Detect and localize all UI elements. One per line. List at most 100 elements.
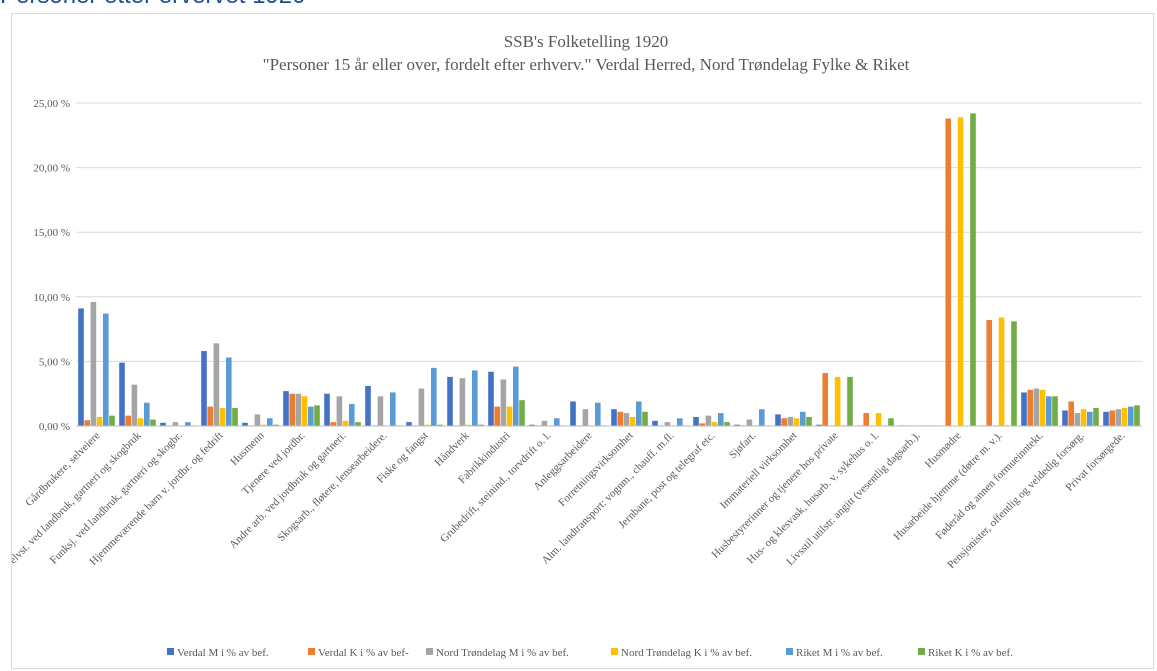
legend-label: Nord Trøndelag K i % av bef.	[621, 647, 752, 659]
bar	[254, 414, 261, 426]
bar	[582, 409, 589, 426]
chart-title: SSB's Folketelling 1920	[504, 32, 669, 51]
x-category-label: Sjøfart.	[727, 429, 759, 461]
bar	[260, 424, 267, 426]
bar	[699, 423, 705, 426]
bars	[78, 113, 1140, 426]
bar	[541, 420, 548, 426]
bar	[636, 401, 642, 426]
bar	[847, 376, 853, 426]
bar	[308, 406, 314, 426]
bar	[519, 400, 525, 426]
bar	[349, 404, 355, 426]
bar	[267, 418, 273, 426]
bar	[201, 351, 207, 426]
y-tick-label: 0,00 %	[39, 421, 70, 433]
chart-frame: SSB's Folketelling 1920 "Personer 15 år …	[11, 13, 1154, 669]
bar	[355, 422, 361, 426]
bar	[888, 418, 894, 426]
bar	[718, 413, 724, 426]
bar	[242, 422, 248, 426]
bar	[494, 406, 500, 426]
bar	[506, 406, 513, 426]
bar	[465, 424, 472, 426]
bar	[144, 402, 150, 426]
bar	[800, 411, 806, 426]
bar	[336, 396, 343, 426]
x-category-label: Forretningsvirksomhet	[556, 430, 635, 509]
bar	[677, 418, 683, 426]
bar	[1109, 410, 1115, 426]
bar	[1011, 321, 1017, 426]
page-heading: Personer etter ervervet 1920	[0, 0, 306, 10]
bar	[314, 405, 320, 426]
bar	[1128, 406, 1134, 426]
bar	[330, 422, 336, 426]
bar	[406, 422, 412, 426]
x-category-label: Gårdbrukere, selveiere	[23, 430, 102, 509]
bar	[1080, 409, 1087, 426]
legend-label: Riket K i % av bef.	[928, 647, 1013, 659]
bar	[1046, 396, 1052, 426]
x-category-label: Håndverk	[432, 429, 472, 469]
bar	[787, 416, 794, 426]
bar	[488, 371, 494, 426]
bar	[342, 420, 349, 426]
bar	[781, 418, 787, 426]
bar	[664, 422, 671, 426]
bar	[724, 422, 730, 426]
bar	[390, 392, 396, 426]
bar	[160, 422, 166, 426]
bar	[226, 357, 232, 426]
bar	[957, 117, 964, 426]
bar	[459, 378, 466, 426]
legend-label: Verdal K i % av bef-	[318, 647, 409, 659]
bar	[1103, 411, 1109, 426]
bar	[96, 416, 103, 426]
bar	[998, 317, 1005, 426]
bar	[78, 308, 84, 426]
bar	[513, 366, 519, 426]
bar	[529, 424, 535, 426]
legend-label: Verdal M i % av bef.	[177, 647, 269, 659]
bar	[377, 396, 384, 426]
legend-swatch	[426, 648, 433, 655]
gridlines	[76, 102, 1142, 427]
bar	[137, 418, 144, 426]
bar	[652, 420, 658, 426]
y-tick-label: 25,00 %	[33, 98, 70, 110]
bar	[693, 416, 699, 426]
bar	[418, 388, 425, 426]
bar	[109, 415, 115, 426]
x-category-label: Husmenn	[228, 429, 267, 468]
bar	[806, 416, 812, 426]
bar	[595, 402, 601, 426]
bar	[629, 416, 636, 426]
bar	[273, 424, 279, 426]
bar	[131, 384, 138, 426]
bar	[472, 370, 478, 426]
bar	[775, 414, 781, 426]
bar	[1021, 392, 1027, 426]
bar	[623, 413, 630, 426]
bar	[150, 419, 156, 426]
bar	[1062, 410, 1068, 426]
legend-swatch	[786, 648, 793, 655]
legend-swatch	[918, 648, 925, 655]
bar	[705, 415, 712, 426]
y-tick-label: 15,00 %	[33, 227, 70, 239]
legend-swatch	[308, 648, 315, 655]
bar	[570, 401, 576, 426]
bar	[554, 418, 560, 426]
bar	[863, 413, 869, 426]
bar	[289, 393, 295, 426]
chart-subtitle: "Personer 15 år eller over, fordelt efte…	[263, 55, 910, 74]
bar	[816, 424, 822, 426]
x-category-label: Immateriell virksomhet	[718, 430, 800, 512]
bar	[103, 313, 109, 426]
bar	[301, 396, 308, 426]
bar	[1068, 401, 1074, 426]
bar	[642, 411, 648, 426]
bar	[90, 301, 97, 426]
